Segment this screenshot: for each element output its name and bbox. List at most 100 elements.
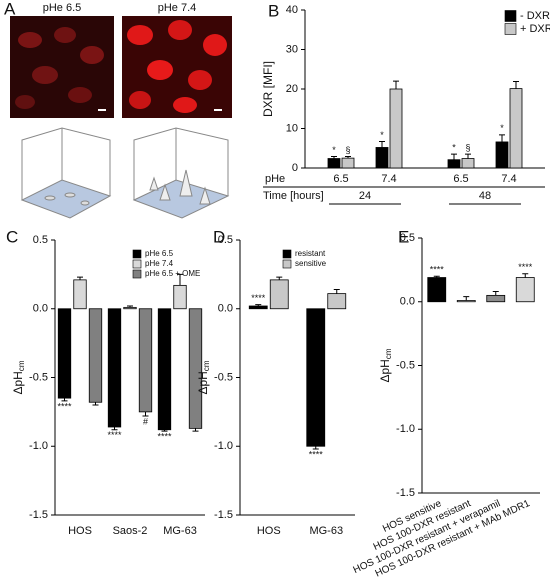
bar: [138, 308, 153, 413]
legend-swatch: [132, 269, 142, 279]
significance-mark: *: [332, 145, 336, 155]
legend-swatch: [504, 10, 517, 22]
x-tick-label: HOS: [257, 525, 281, 537]
legend-label: resistant: [295, 249, 326, 258]
surface-plot: [10, 124, 114, 228]
bar: [327, 158, 341, 169]
error-bar: [77, 276, 83, 280]
legend-label: pHe 6.5: [145, 249, 174, 258]
significance-mark: ****: [107, 430, 122, 440]
y-axis-label-main: ΔpH: [378, 359, 392, 382]
error-bar: [255, 304, 262, 306]
y-axis-label: ΔpHcm: [196, 360, 211, 394]
y-tick-label: 0.5: [400, 232, 415, 244]
micrograph: [10, 16, 114, 118]
error-bar: [127, 305, 133, 308]
bar: [456, 300, 476, 303]
bar: [123, 306, 137, 310]
bar: [389, 88, 403, 169]
bar: [248, 305, 268, 310]
significance-mark: ****: [430, 265, 445, 275]
category-axis-label: pHe: [265, 173, 285, 185]
x-tick-label: MG-63: [309, 525, 343, 537]
error-bar: [499, 134, 505, 142]
error-bar: [331, 156, 337, 159]
surface-plot: [122, 124, 232, 228]
panel-letter: D: [213, 227, 225, 246]
image-label: pHe 6.5: [43, 2, 82, 14]
y-tick-label: -1.0: [29, 440, 48, 452]
legend-swatch: [282, 259, 292, 269]
bar: [327, 293, 347, 310]
bar: [515, 277, 535, 303]
y-tick-label: -1.5: [29, 509, 48, 521]
significance-mark: ****: [157, 432, 172, 442]
bar: [375, 147, 389, 169]
y-tick-label: 0.0: [33, 303, 48, 315]
significance-mark: §: [465, 143, 470, 153]
legend-swatch: [504, 23, 517, 35]
error-bar: [492, 291, 499, 296]
y-tick-label: -0.5: [396, 359, 415, 371]
image-label: pHe 7.4: [158, 2, 197, 14]
error-bar: [451, 153, 457, 160]
x-tick-label: HOS: [68, 525, 92, 537]
legend-swatch: [132, 249, 142, 259]
bar: [461, 158, 475, 169]
significance-mark: *: [500, 123, 504, 133]
significance-mark: ****: [518, 262, 533, 272]
y-axis-label-main: ΔpH: [11, 371, 25, 394]
group-label: 24: [359, 190, 371, 202]
y-axis-label-main: DXR [MFI]: [261, 61, 275, 117]
group-label: 48: [479, 190, 491, 202]
y-axis-label: ΔpHcm: [11, 360, 26, 394]
error-bar: [192, 428, 199, 432]
y-tick-label: -1.5: [396, 487, 415, 499]
y-tick-label: 30: [286, 43, 298, 55]
panel-letter: B: [268, 1, 279, 20]
panel-letter: A: [4, 0, 16, 18]
y-tick-label: 0: [292, 162, 298, 174]
y-tick-label: -1.5: [214, 509, 233, 521]
y-tick-label: -1.0: [214, 440, 233, 452]
error-bar: [177, 273, 183, 286]
error-bar: [433, 275, 440, 278]
bar: [269, 279, 289, 310]
group-axis-label: Time [hours]: [263, 190, 324, 202]
y-tick-label: 10: [286, 122, 298, 134]
significance-mark: ****: [57, 401, 72, 411]
error-bar: [142, 411, 149, 417]
bar: [486, 294, 506, 303]
bar: [495, 141, 509, 169]
error-bar: [345, 156, 351, 159]
bar: [173, 284, 187, 310]
bar: [73, 279, 87, 310]
bar: [306, 308, 326, 447]
y-tick-label: 20: [286, 83, 298, 95]
x-tick-label: 7.4: [381, 173, 396, 185]
y-tick-label: 40: [286, 4, 298, 16]
error-bar: [513, 80, 519, 89]
y-tick-label: 0.0: [400, 296, 415, 308]
legend-label: + DXR: [520, 23, 550, 35]
y-axis-label: DXR [MFI]: [261, 61, 275, 117]
error-bar: [463, 296, 470, 301]
y-tick-label: -1.0: [396, 423, 415, 435]
legend-label: pHe 6.5 + OME: [145, 269, 200, 278]
micrograph: [122, 16, 232, 118]
error-bar: [393, 80, 399, 89]
bar: [107, 308, 122, 428]
error-bar: [276, 276, 283, 280]
y-axis-label-main: ΔpH: [196, 371, 210, 394]
error-bar: [379, 141, 385, 148]
error-bar: [522, 273, 529, 278]
x-tick-label: MG-63: [163, 525, 197, 537]
x-tick-label: 7.4: [501, 173, 516, 185]
x-tick-label: Saos-2: [113, 525, 148, 537]
legend-label: sensitive: [295, 259, 327, 268]
significance-mark: *: [380, 130, 384, 140]
error-bar: [465, 153, 471, 159]
y-axis-label-sub: cm: [202, 360, 211, 371]
y-axis-label: ΔpHcm: [378, 348, 393, 382]
